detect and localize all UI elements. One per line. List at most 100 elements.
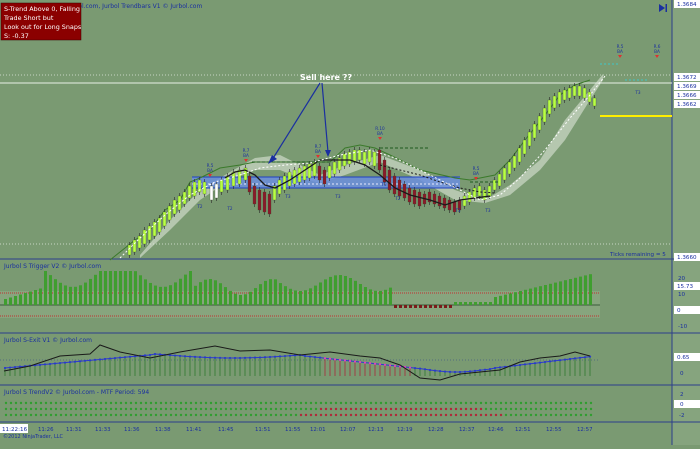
candle (209, 185, 214, 201)
trend-dot (484, 413, 488, 417)
candle (522, 139, 527, 155)
sexit-dot (278, 355, 282, 358)
sexit-oscillator (3, 344, 592, 381)
sexit-dot (8, 366, 12, 369)
trend-dot (404, 413, 408, 417)
sexit-dot (218, 356, 222, 359)
trend-dot (364, 401, 368, 405)
trigger-bar (524, 289, 527, 305)
trigger-bar (329, 276, 332, 305)
sexit-dot (263, 356, 267, 359)
time-label: 12:07 (340, 427, 356, 433)
trend-dot (209, 401, 213, 405)
alert-line-1: S-Trend Above 0, Falling (4, 5, 80, 13)
trend-dot (29, 407, 33, 411)
sexit-dot (378, 363, 382, 366)
sexit-dot (388, 364, 392, 367)
trend-dot (344, 407, 348, 411)
trend-dot (259, 401, 263, 405)
candle (507, 161, 512, 175)
trend-dot (49, 401, 53, 405)
trend-dot (354, 401, 358, 405)
trend-dot (494, 413, 498, 417)
price-axis: 1.3684 1.3672 1.3669 1.3666 1.3662 1.366… (674, 0, 700, 261)
trend-dot (174, 407, 178, 411)
trend-dot (109, 401, 113, 405)
trend-dot (379, 407, 383, 411)
price-cut-label: 1.3660 (677, 255, 697, 261)
trend-dot (19, 407, 23, 411)
trend-dot (269, 413, 273, 417)
trend-axis-label: 2 (680, 392, 684, 398)
candle (322, 169, 327, 185)
trend-dot (474, 407, 478, 411)
time-label: 12:55 (546, 427, 562, 433)
trend-dot (409, 407, 413, 411)
candle (357, 149, 362, 161)
trend-dot (329, 413, 333, 417)
trend-dot (419, 407, 423, 411)
sexit-dot (128, 355, 132, 358)
trend-dot (184, 413, 188, 417)
trend-dot (109, 413, 113, 417)
trend-dot (314, 413, 318, 417)
trend-dot (334, 407, 338, 411)
trend-dot (114, 401, 118, 405)
sexit-dot (208, 356, 212, 359)
trend-dot (394, 401, 398, 405)
trend-dot (39, 401, 43, 405)
trend-panel-title: Jurbol S TrendV2 © Jurbol.com - MTF Peri… (3, 389, 149, 396)
trend-dot (279, 401, 283, 405)
trigger-bar (249, 291, 252, 305)
trend-dot (164, 407, 168, 411)
trend-dot (554, 413, 558, 417)
trigger-bar (554, 282, 557, 305)
sexit-dot (368, 362, 372, 365)
trend-dot (449, 401, 453, 405)
trigger-bar (354, 280, 357, 305)
trend-dots (4, 401, 593, 417)
trigger-axis: 20 15.73 10 0 -10 (674, 276, 700, 330)
sexit-dot (178, 354, 182, 358)
sexit-dot (253, 356, 257, 359)
trigger-bar (184, 274, 187, 305)
trigger-bar (54, 279, 57, 305)
trend-dot (424, 401, 428, 405)
trigger-bar (124, 271, 127, 305)
trigger-bar (499, 295, 502, 305)
trigger-bar (284, 286, 287, 305)
trend-dot (384, 401, 388, 405)
trend-dot (389, 413, 393, 417)
trend-dot (214, 413, 218, 417)
trend-dot (49, 413, 53, 417)
trigger-bar (104, 271, 107, 305)
trend-dot (229, 413, 233, 417)
trend-dot (289, 413, 293, 417)
trend-dot (94, 407, 98, 411)
trigger-bar (144, 279, 147, 305)
sexit-dot (293, 354, 297, 357)
trend-dot (34, 401, 38, 405)
sexit-dot (153, 352, 157, 356)
sexit-dot (18, 365, 22, 368)
trend-dot (499, 401, 503, 405)
sexit-dot (338, 358, 342, 361)
candle (257, 189, 262, 211)
candle (562, 89, 567, 101)
target-tag: T2 (226, 206, 233, 211)
scroll-to-end-button[interactable] (656, 2, 670, 14)
signal-tag: BA (243, 153, 249, 158)
trend-dot (584, 407, 588, 411)
candle (467, 191, 472, 203)
trend-dot (254, 401, 258, 405)
trend-dot (334, 413, 338, 417)
trend-dot (44, 407, 48, 411)
trend-dot (534, 413, 538, 417)
sexit-dot (173, 354, 177, 357)
trend-dot (129, 413, 133, 417)
trend-dot (44, 401, 48, 405)
play-icon (659, 4, 665, 12)
trigger-bar (514, 292, 517, 305)
trigger-bar (79, 285, 82, 305)
trend-dot (359, 413, 363, 417)
